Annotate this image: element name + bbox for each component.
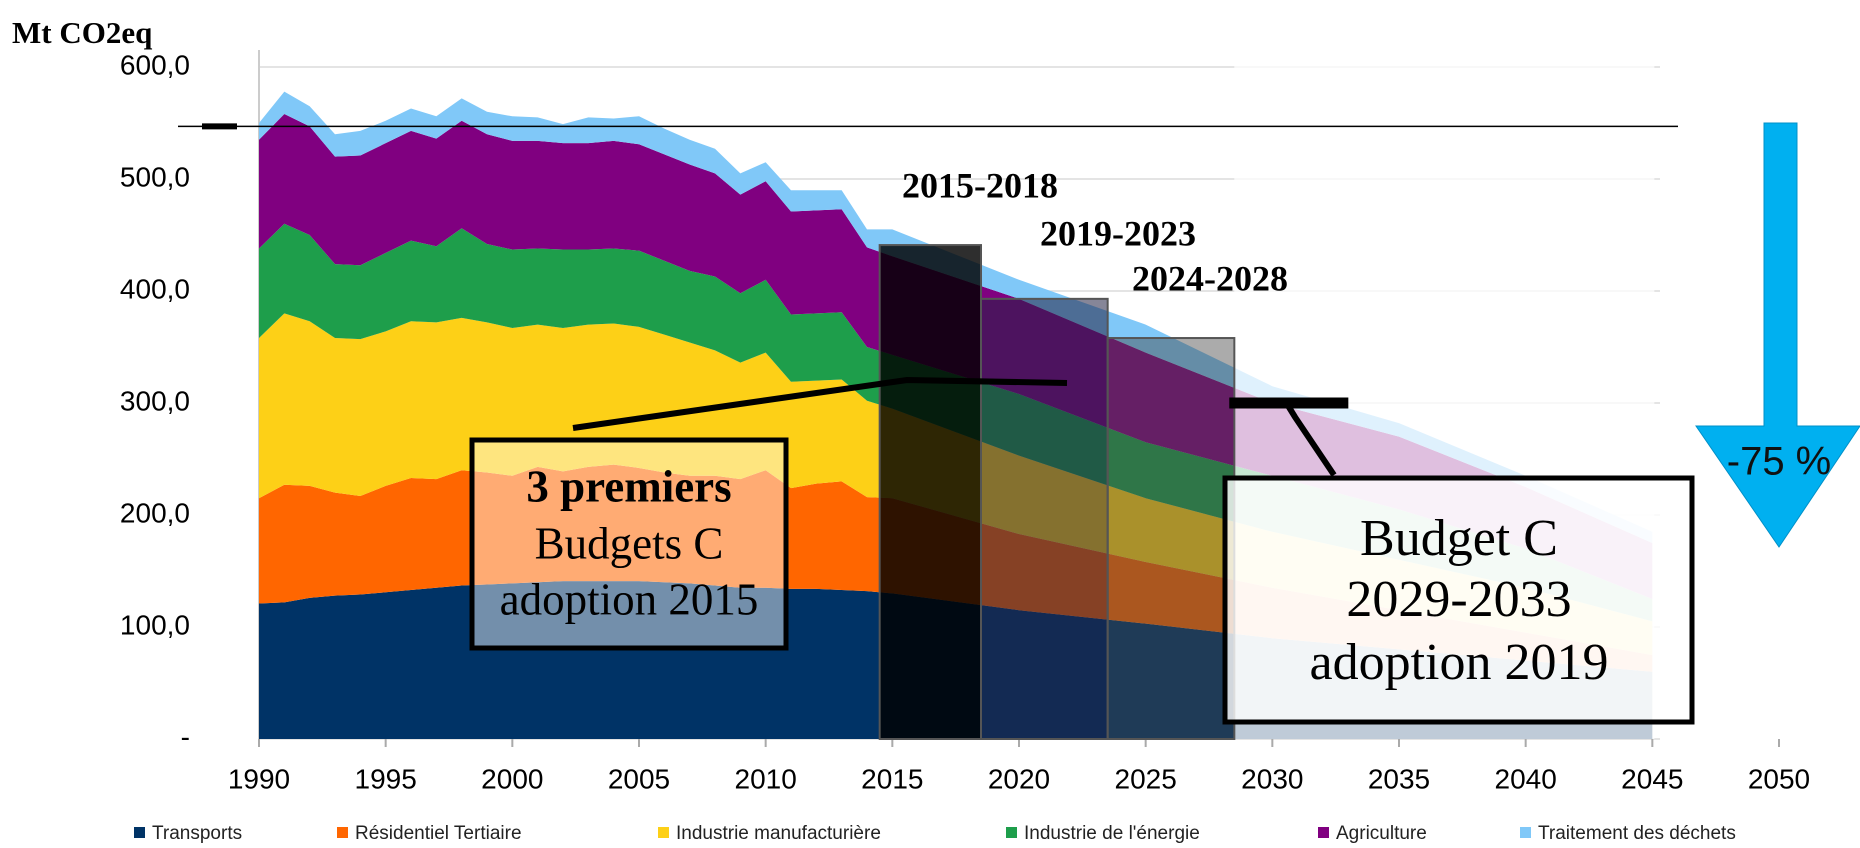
annotation-box xyxy=(469,437,789,651)
legend-label: Transports xyxy=(152,823,242,844)
legend-label: Industrie de l'énergie xyxy=(1024,823,1200,844)
legend-label: Industrie manufacturière xyxy=(676,823,881,844)
y-tick-label: 200,0 xyxy=(120,497,190,528)
x-tick-label: 2020 xyxy=(988,763,1050,794)
budget-label: 2019-2023 xyxy=(1040,213,1196,253)
x-tick-label: 2010 xyxy=(735,763,797,794)
annotation-text: Budgets C xyxy=(535,518,724,568)
legend-swatch xyxy=(1520,827,1531,838)
x-tick-label: 2025 xyxy=(1115,763,1177,794)
x-tick-label: 1990 xyxy=(228,763,290,794)
annotation-text: 2029-2033 xyxy=(1346,571,1571,628)
annotation-text: adoption 2015 xyxy=(500,574,759,624)
annotation-text: 3 premiers xyxy=(526,461,731,511)
connector xyxy=(572,376,1068,431)
x-tick-label: 2050 xyxy=(1748,763,1810,794)
budget-bar xyxy=(1106,337,1236,740)
y-tick-label: 100,0 xyxy=(120,609,190,640)
y-tick-label: - xyxy=(181,721,190,752)
budget-label: 2015-2018 xyxy=(902,165,1058,205)
y-tick-label: 300,0 xyxy=(120,385,190,416)
x-tick-label: 2005 xyxy=(608,763,670,794)
legend-swatch xyxy=(1006,827,1017,838)
x-tick-label: 1995 xyxy=(355,763,417,794)
budget-bar xyxy=(980,297,1109,740)
legend-swatch xyxy=(337,827,348,838)
budget-label: 2024-2028 xyxy=(1132,258,1288,298)
legend-label: Résidentiel Tertiaire xyxy=(355,823,522,844)
legend-label: Agriculture xyxy=(1336,823,1427,844)
annotation-text: Budget C xyxy=(1360,510,1558,567)
budget-bar xyxy=(878,244,983,741)
reduction-arrow xyxy=(1695,122,1860,548)
legend-swatch xyxy=(134,827,145,838)
y-tick-label: 600,0 xyxy=(120,49,190,80)
y-tick-label: 500,0 xyxy=(120,161,190,192)
x-tick-label: 2040 xyxy=(1495,763,1557,794)
x-tick-label: 2045 xyxy=(1621,763,1683,794)
y-tick-label: 400,0 xyxy=(120,273,190,304)
legend-swatch xyxy=(1318,827,1329,838)
x-tick-label: 2035 xyxy=(1368,763,1430,794)
legend-label: Traitement des déchets xyxy=(1538,823,1736,844)
reduction-label: -75 % xyxy=(1727,440,1832,484)
legend-swatch xyxy=(658,827,669,838)
connector xyxy=(1284,402,1337,477)
y-axis-title: Mt CO2eq xyxy=(12,15,152,50)
x-tick-label: 2000 xyxy=(481,763,543,794)
x-tick-label: 2015 xyxy=(861,763,923,794)
annotation-box xyxy=(1222,475,1695,725)
annotation-text: adoption 2019 xyxy=(1310,634,1609,691)
x-tick-label: 2030 xyxy=(1241,763,1303,794)
area xyxy=(259,91,1653,543)
